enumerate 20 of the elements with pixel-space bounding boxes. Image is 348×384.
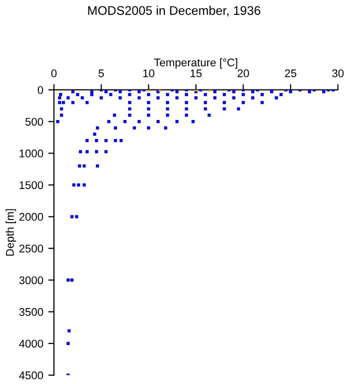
y-tick-label: 2000	[19, 212, 44, 221]
x-tick-label: 5	[98, 69, 104, 78]
y-tick-label: 4000	[19, 340, 44, 348]
y-tick-label: 3000	[19, 276, 44, 284]
x-tick-label: 20	[238, 69, 249, 78]
x-tick-label: 15	[190, 69, 202, 78]
x-axis-title: Temperature [°C]	[154, 58, 238, 69]
y-axis-title: Depth [m]	[6, 209, 16, 256]
y-tick-label: 4500	[19, 371, 44, 380]
y-tick-label: 0	[38, 86, 44, 94]
x-tick-label: 30	[332, 69, 344, 78]
y-tick-label: 1000	[20, 150, 44, 158]
y-tick-label: 500	[25, 118, 44, 126]
x-tick-label: 10	[143, 69, 154, 78]
y-tick-label: 3500	[19, 308, 44, 316]
y-tick-label: 2500	[19, 244, 44, 252]
y-tick-label: 1500	[20, 181, 44, 190]
x-tick-label: 25	[284, 69, 296, 78]
x-tick-label: 0	[51, 69, 57, 78]
chart-title: MODS2005 in December, 1936	[88, 6, 260, 16]
